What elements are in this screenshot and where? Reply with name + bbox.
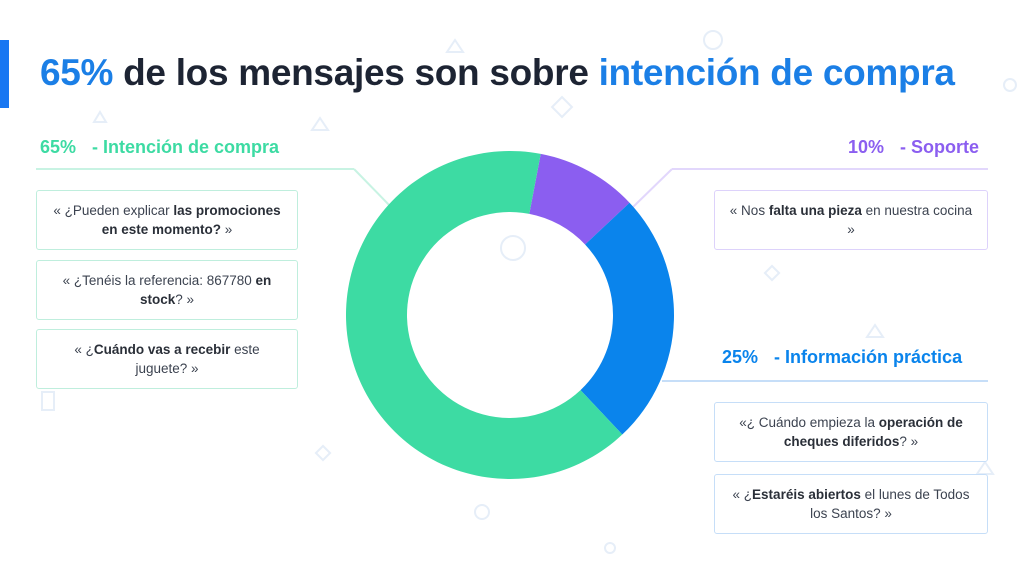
title-emphasis: intención de compra bbox=[598, 52, 955, 93]
category-pct-informacion: 25% bbox=[722, 347, 759, 367]
category-label-informacion: 25% - Información práctica bbox=[722, 347, 962, 368]
donut-chart bbox=[345, 150, 674, 479]
quote-text: « Nos falta una pieza en nuestra cocina … bbox=[729, 203, 973, 237]
quote-card: « ¿Cuándo vas a recebir este juguete? » bbox=[36, 329, 298, 389]
quote-card: « ¿Estaréis abiertos el lunes de Todos l… bbox=[714, 474, 988, 534]
slice-intencion-compra bbox=[345, 150, 623, 479]
quote-card: «¿ Cuándo empieza la operación de cheque… bbox=[714, 402, 988, 462]
category-underline-informacion bbox=[662, 380, 988, 382]
category-name-compra: - Intención de compra bbox=[92, 137, 280, 157]
quote-text: « ¿Pueden explicar las promociones en es… bbox=[53, 203, 281, 237]
category-label-compra: 65% - Intención de compra bbox=[40, 137, 279, 158]
quote-text: «¿ Cuándo empieza la operación de cheque… bbox=[739, 415, 963, 449]
category-name-informacion: - Información práctica bbox=[774, 347, 963, 367]
quote-text: « ¿Estaréis abiertos el lunes de Todos l… bbox=[732, 487, 970, 521]
category-label-soporte: 10% - Soporte bbox=[848, 137, 979, 158]
category-pct-soporte: 10% bbox=[848, 137, 885, 157]
category-name-soporte: - Soporte bbox=[900, 137, 980, 157]
quote-card: « ¿Pueden explicar las promociones en es… bbox=[36, 190, 298, 250]
title-highlight: 65% bbox=[40, 52, 114, 93]
page-title: 65% de los mensajes son sobre intención … bbox=[40, 52, 955, 94]
category-underline-compra bbox=[36, 168, 354, 170]
slice-soporte bbox=[529, 153, 630, 245]
category-pct-compra: 65% bbox=[40, 137, 77, 157]
slice-informacion-practica bbox=[580, 202, 674, 435]
quote-card: « Nos falta una pieza en nuestra cocina … bbox=[714, 190, 988, 250]
quote-text: « ¿Cuándo vas a recebir este juguete? » bbox=[74, 342, 260, 376]
quote-card: « ¿Tenéis la referencia: 867780 en stock… bbox=[36, 260, 298, 320]
title-accent-bar bbox=[0, 40, 9, 108]
category-underline-soporte bbox=[672, 168, 988, 170]
quote-text: « ¿Tenéis la referencia: 867780 en stock… bbox=[62, 273, 272, 307]
title-middle: de los mensajes son sobre bbox=[113, 52, 599, 93]
